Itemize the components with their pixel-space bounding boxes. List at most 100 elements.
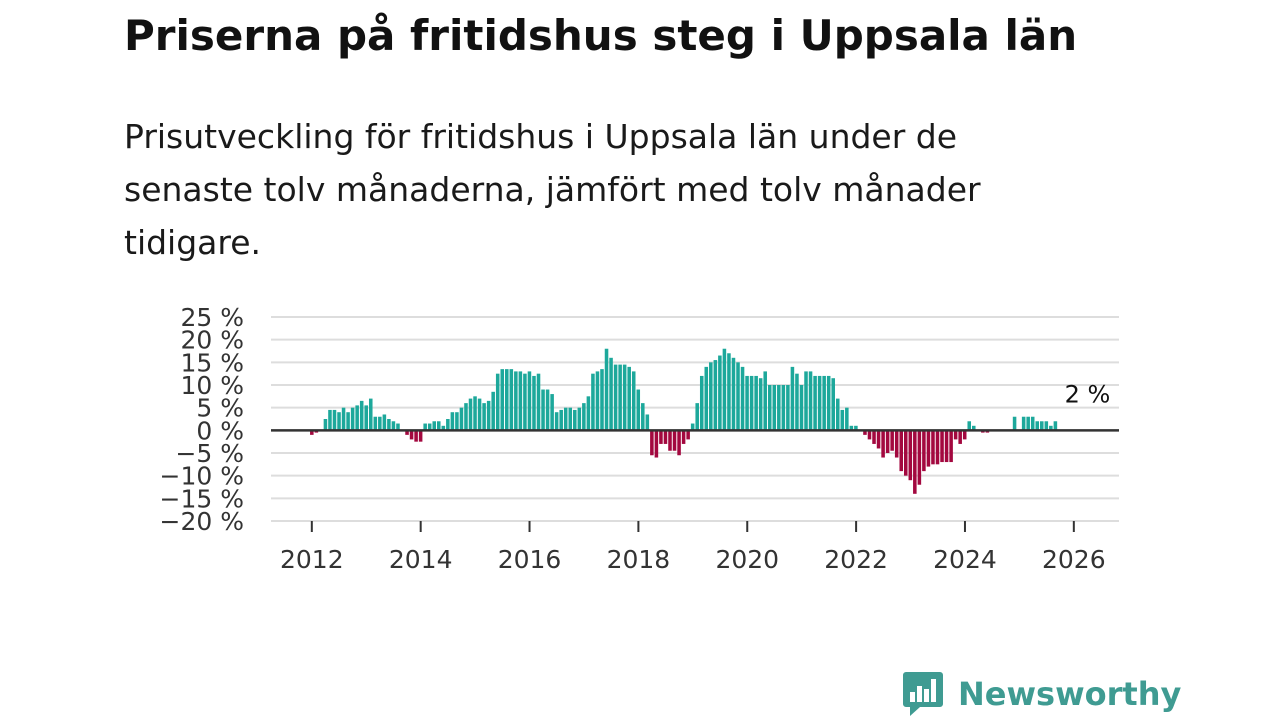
y-tick-label: 0 % bbox=[196, 416, 244, 445]
bar-negative bbox=[654, 430, 659, 458]
bar-positive bbox=[337, 412, 341, 431]
bar-negative bbox=[863, 430, 867, 435]
bar-negative bbox=[926, 430, 931, 467]
bar-positive bbox=[1053, 421, 1058, 431]
bar-positive bbox=[1035, 421, 1040, 431]
bar-negative bbox=[672, 430, 677, 451]
bar-positive bbox=[550, 394, 554, 431]
bar-positive bbox=[704, 366, 709, 431]
bar-positive bbox=[586, 396, 591, 431]
bar-negative bbox=[668, 430, 672, 451]
bar-positive bbox=[423, 423, 427, 431]
bar-positive bbox=[695, 403, 699, 431]
bar-negative bbox=[944, 430, 949, 463]
y-tick-label: −15 % bbox=[160, 484, 244, 513]
y-tick-label: 10 % bbox=[180, 371, 244, 400]
bar-positive bbox=[777, 385, 781, 431]
bar-positive bbox=[332, 409, 337, 431]
bar-positive bbox=[441, 425, 446, 431]
bar-positive bbox=[831, 378, 835, 431]
bar-positive bbox=[781, 385, 786, 431]
grid-lines bbox=[271, 316, 1119, 522]
y-tick-label: 15 % bbox=[180, 348, 244, 377]
bar-positive bbox=[1044, 421, 1049, 431]
bar-positive bbox=[754, 375, 758, 431]
bar-negative bbox=[650, 430, 654, 456]
bar-positive bbox=[736, 362, 740, 431]
bar-positive bbox=[595, 371, 600, 431]
bar-positive bbox=[636, 389, 641, 431]
bar-positive bbox=[840, 409, 845, 431]
bar-positive bbox=[1021, 416, 1026, 431]
price-change-bar-chart: 25 %20 %15 %10 %5 %0 %−5 %−10 %−15 %−20 … bbox=[160, 303, 1119, 574]
bar-negative bbox=[913, 430, 917, 494]
bar-positive bbox=[500, 369, 505, 431]
bar-positive bbox=[772, 385, 777, 431]
bar-positive bbox=[767, 385, 772, 431]
bar-positive bbox=[532, 375, 536, 431]
last-value-label: 2 % bbox=[1065, 380, 1111, 408]
bar-negative bbox=[908, 430, 913, 481]
bar-positive bbox=[604, 348, 609, 431]
bar-positive bbox=[795, 373, 799, 431]
bar-positive bbox=[495, 373, 500, 431]
bar-positive bbox=[690, 423, 695, 431]
bar-positive bbox=[1026, 416, 1030, 431]
x-tick-label: 2022 bbox=[824, 545, 888, 574]
bar-negative bbox=[310, 430, 314, 435]
x-tick-label: 2026 bbox=[1042, 545, 1106, 574]
bar-positive bbox=[427, 423, 432, 431]
bar-positive bbox=[455, 412, 459, 431]
chart-subtitle: Prisutveckling för fritidshus i Uppsala … bbox=[124, 117, 981, 262]
bar-positive bbox=[514, 371, 518, 431]
bar-negative bbox=[867, 430, 872, 440]
x-tick-label: 2024 bbox=[933, 545, 997, 574]
bar-negative bbox=[917, 430, 922, 485]
bar-positive bbox=[786, 385, 790, 431]
bar-positive bbox=[559, 409, 563, 431]
brand-name: Newsworthy bbox=[958, 675, 1182, 713]
bar-positive bbox=[527, 371, 532, 431]
bar-positive bbox=[727, 353, 731, 431]
bar-positive bbox=[722, 348, 727, 431]
y-tick-label: 25 % bbox=[180, 303, 244, 332]
bar-positive bbox=[645, 414, 650, 431]
bar-positive bbox=[577, 407, 582, 431]
bar-negative bbox=[681, 430, 686, 444]
bar-positive bbox=[486, 400, 491, 431]
brand-footer: Newsworthy bbox=[902, 668, 1181, 720]
bar-negative bbox=[935, 430, 940, 465]
bar-negative bbox=[414, 430, 418, 442]
bar-positive bbox=[790, 366, 795, 431]
bar-positive bbox=[541, 389, 545, 431]
bar-negative bbox=[418, 430, 423, 442]
bar-positive bbox=[518, 371, 523, 431]
bar-positive bbox=[523, 373, 527, 431]
bar-negative bbox=[958, 430, 962, 444]
bar-positive bbox=[350, 407, 355, 431]
bar-positive bbox=[382, 414, 387, 431]
bar-positive bbox=[1030, 416, 1035, 431]
x-tick-label: 2014 bbox=[389, 545, 453, 574]
bar-positive bbox=[854, 425, 858, 431]
bar-negative bbox=[677, 430, 681, 456]
bar-positive bbox=[368, 398, 373, 431]
bar-positive bbox=[699, 375, 704, 431]
bar-positive bbox=[631, 371, 636, 431]
bar-positive bbox=[582, 403, 586, 431]
bar-positive bbox=[355, 405, 359, 431]
bar-positive bbox=[346, 412, 350, 431]
bar-positive bbox=[482, 403, 486, 431]
bar-positive bbox=[359, 400, 364, 431]
bar-negative bbox=[663, 430, 668, 444]
bar-positive bbox=[804, 371, 808, 431]
bar-negative bbox=[931, 430, 935, 465]
bar-negative bbox=[686, 430, 690, 440]
bar-positive bbox=[450, 412, 455, 431]
bar-positive bbox=[378, 416, 382, 431]
bar-negative bbox=[876, 430, 881, 449]
bar-positive bbox=[491, 391, 495, 431]
bar-negative bbox=[405, 430, 409, 435]
bar-positive bbox=[972, 425, 976, 431]
bar-negative bbox=[409, 430, 414, 440]
